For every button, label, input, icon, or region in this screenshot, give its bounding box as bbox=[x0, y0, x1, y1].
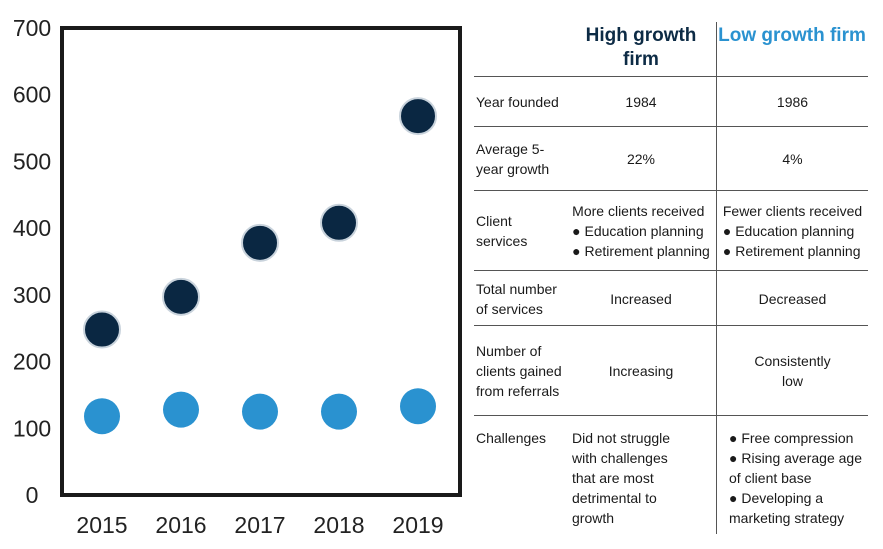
x-tick-label: 2017 bbox=[234, 512, 285, 538]
low-value: 1986 bbox=[776, 94, 809, 110]
y-tick-label: 400 bbox=[13, 215, 51, 241]
y-tick-label: 600 bbox=[13, 82, 51, 108]
row-client-services: Client services More clients received ● … bbox=[474, 190, 868, 271]
data-point-series-1 bbox=[241, 223, 279, 262]
x-tick-label: 2015 bbox=[76, 512, 127, 538]
x-tick-label: 2018 bbox=[313, 512, 364, 538]
plot-frame bbox=[60, 26, 462, 497]
data-point-series-2 bbox=[400, 388, 436, 425]
row-challenges: Challenges Did not struggle with challen… bbox=[474, 415, 868, 536]
data-point-series-1 bbox=[83, 310, 121, 349]
column-divider bbox=[716, 22, 717, 534]
y-tick-label: 700 bbox=[13, 15, 51, 41]
high-value: Increasing bbox=[608, 363, 674, 379]
data-point-series-1 bbox=[162, 277, 200, 316]
low-line: ● Retirement planning bbox=[722, 243, 861, 259]
low-line: ● Free compression bbox=[729, 430, 854, 446]
x-tick-label: 2019 bbox=[392, 512, 443, 538]
high-value: More clients received ● Education planni… bbox=[566, 191, 716, 271]
high-line: ● Retirement planning bbox=[572, 243, 710, 259]
row-label: Total number of services bbox=[476, 280, 557, 317]
low-line: ● Education planning bbox=[722, 223, 855, 239]
data-point-series-2 bbox=[84, 398, 120, 435]
data-point-series-2 bbox=[242, 393, 278, 430]
row-referrals: Number of clients gained from referrals … bbox=[474, 325, 868, 416]
high-line: More clients received bbox=[572, 203, 705, 219]
header-low-growth: Low growth firm bbox=[718, 25, 866, 46]
comparison-table: High growth firm Low growth firm Year fo… bbox=[474, 18, 868, 538]
high-value: 1984 bbox=[625, 94, 657, 110]
x-tick-label: 2016 bbox=[155, 512, 206, 538]
low-value: 4% bbox=[782, 151, 803, 167]
y-tick-label: 200 bbox=[13, 349, 51, 375]
low-line: ● Rising average age of client base bbox=[729, 450, 862, 486]
high-value: 22% bbox=[626, 151, 656, 167]
y-tick-label: 500 bbox=[13, 148, 51, 174]
row-label: Average 5-year growth bbox=[476, 141, 550, 177]
y-tick-label: 100 bbox=[13, 415, 51, 441]
row-total-services: Total number of services Increased Decre… bbox=[474, 270, 868, 326]
low-line: Fewer clients received bbox=[722, 203, 863, 219]
data-point-series-1 bbox=[399, 97, 437, 136]
low-line: ● Developing a marketing strategy bbox=[729, 490, 845, 526]
low-value: Decreased bbox=[758, 290, 827, 307]
data-point-series-1 bbox=[320, 203, 358, 242]
row-year-founded: Year founded 1984 1986 bbox=[474, 76, 868, 127]
low-value: ● Free compression ● Rising average age … bbox=[717, 416, 868, 536]
data-point-series-2 bbox=[321, 393, 357, 430]
low-value: Consistently low bbox=[754, 353, 831, 389]
y-tick-label: 300 bbox=[13, 282, 51, 308]
header-high-growth: High growth firm bbox=[585, 25, 697, 70]
low-value: Fewer clients received ● Education plann… bbox=[717, 191, 868, 271]
y-tick-label: 0 bbox=[26, 482, 39, 508]
data-point-series-2 bbox=[163, 391, 199, 428]
high-value: Did not struggle with challenges that ar… bbox=[572, 430, 671, 526]
row-average-growth: Average 5-year growth 22% 4% bbox=[474, 126, 868, 191]
high-line: ● Education planning bbox=[572, 223, 704, 239]
high-value: Increased bbox=[610, 290, 672, 307]
row-label: Client services bbox=[476, 213, 528, 249]
row-label: Year founded bbox=[476, 94, 559, 110]
row-label: Challenges bbox=[476, 430, 547, 446]
row-label: Number of clients gained from referrals bbox=[476, 343, 562, 399]
scatter-chart: 0 100 200 300 400 500 600 700 2015 2016 2017 2018 2… bbox=[13, 15, 462, 538]
